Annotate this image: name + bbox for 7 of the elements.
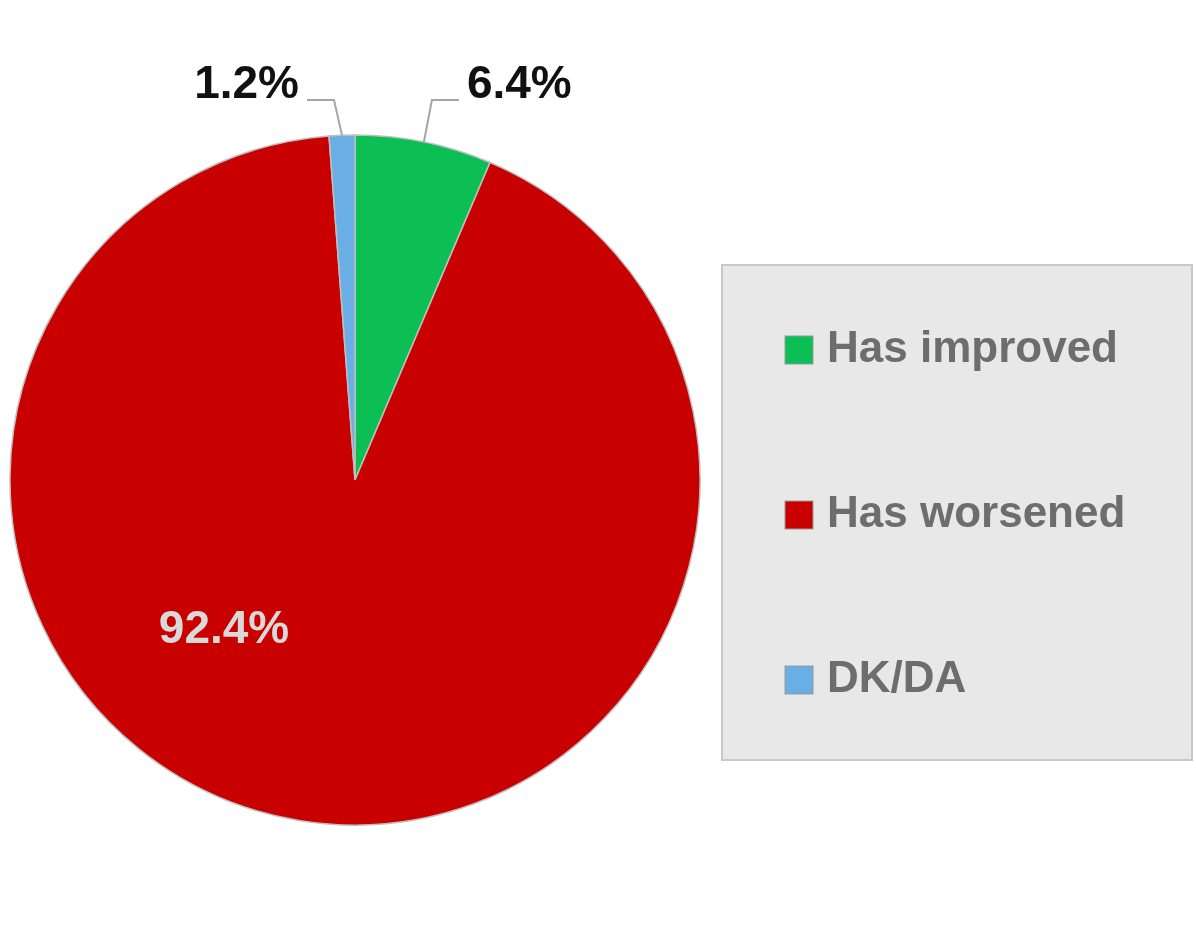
legend-label: Has improved [827,321,1118,371]
data-label: 1.2% [194,56,299,108]
data-label: 92.4% [158,601,290,654]
pie-slice [9,135,701,826]
legend-label: Has worsened [827,486,1126,536]
data-label: 6.4% [466,56,572,108]
legend-label: DK/DA [827,651,967,701]
